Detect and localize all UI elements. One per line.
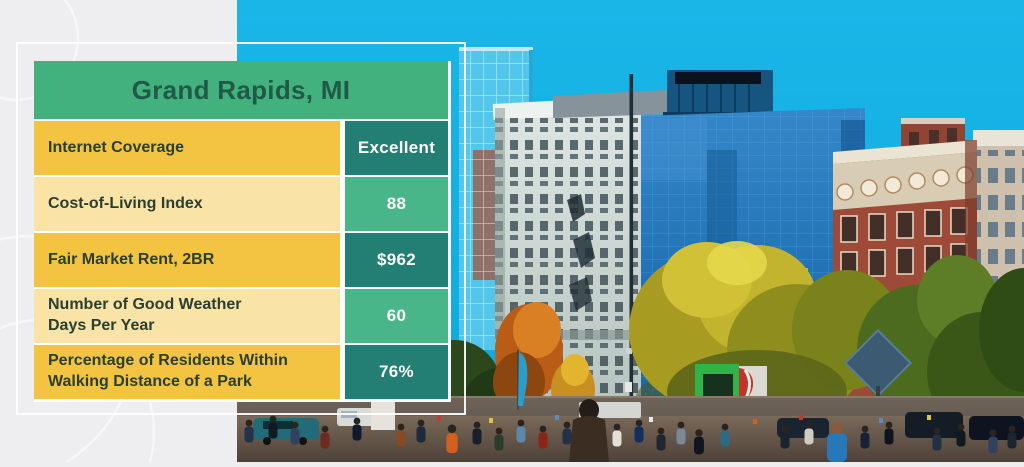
decorative-frame [16,42,466,415]
stat-value: 76% [345,345,448,399]
stat-row-cost-of-living: Cost-of-Living Index 88 [34,177,448,231]
crowd-texture [437,415,931,424]
white-pedestal [371,400,395,430]
stat-row-internet-coverage: Internet Coverage Excellent [34,121,448,175]
stat-row-good-weather-days: Number of Good Weather Days Per Year 60 [34,289,448,343]
stat-value: $962 [345,233,448,287]
city-photo-illustration [237,0,1024,462]
stat-row-park-walking-distance: Percentage of Residents Within Walking D… [34,345,448,399]
roof-band [553,90,667,118]
stat-value: Excellent [345,121,448,175]
vehicles [253,402,1024,445]
stat-label: Number of Good Weather Days Per Year [34,289,340,343]
foreground-figure [569,399,609,462]
stat-row-fair-market-rent: Fair Market Rent, 2BR $962 [34,233,448,287]
stat-value: 88 [345,177,448,231]
rooftop-structure [663,70,777,116]
card-title: Grand Rapids, MI [34,61,448,119]
stat-label: Cost-of-Living Index [34,177,340,231]
stat-label: Internet Coverage [34,121,340,175]
crowd [237,350,1024,462]
stat-label: Percentage of Residents Within Walking D… [34,345,340,399]
stat-value: 60 [345,289,448,343]
street-light-pole [625,74,634,414]
city-photo [237,0,1024,462]
city-stats-card: Grand Rapids, MI Internet Coverage Excel… [34,61,451,402]
stat-label: Fair Market Rent, 2BR [34,233,340,287]
feather-flag [517,350,528,410]
foreground-figure [827,422,847,462]
